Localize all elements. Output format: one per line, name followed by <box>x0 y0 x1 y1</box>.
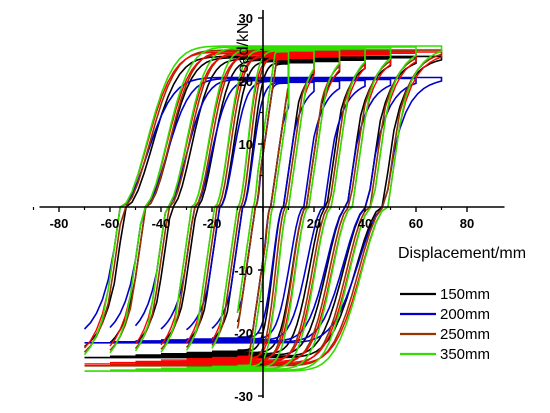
loop-350mm-40 <box>160 48 366 370</box>
y-tick-label--20: -20 <box>234 326 253 341</box>
x-tick-label--60: -60 <box>101 216 120 231</box>
y-axis-title: Load/kN <box>235 22 252 82</box>
loop-350mm-20 <box>211 50 315 368</box>
loop-350mm-60 <box>109 46 417 371</box>
y-tick-label--10: -10 <box>234 263 253 278</box>
x-tick-label--40: -40 <box>152 216 171 231</box>
legend-item-200mm: 200mm <box>400 306 490 323</box>
legend-label-200mm: 200mm <box>440 306 490 323</box>
loop-350mm-10 <box>236 50 290 367</box>
ticks-layer: -80 -60 -40 -20 20 40 60 80 -30 -20 -10 10 20 30 <box>32 11 474 404</box>
x-tick-label-60: 60 <box>409 216 423 231</box>
x-tick-label-40: 40 <box>358 216 372 231</box>
legend-label-250mm: 250mm <box>440 326 490 343</box>
loop-red-50 <box>134 53 392 363</box>
loop-200mm-60 <box>109 77 417 343</box>
legend-label-350mm: 350mm <box>440 346 490 363</box>
legend-item-150mm: 150mm <box>400 286 490 303</box>
legend-item-350mm: 350mm <box>400 346 490 363</box>
loop-350mm-30 <box>185 49 341 369</box>
y-tick-label--30: -30 <box>234 389 253 404</box>
y-tick-label-30: 30 <box>239 11 253 26</box>
loop-red-60 <box>109 52 417 364</box>
loop-350mm-70 <box>83 45 443 372</box>
x-tick-label-80: 80 <box>460 216 474 231</box>
loop-red-70 <box>83 51 443 365</box>
legend-label-150mm: 150mm <box>440 286 490 303</box>
x-axis-title: Displacement/mm <box>398 245 526 262</box>
loop-350mm-50 <box>134 47 392 370</box>
loop-200mm-30 <box>185 80 341 340</box>
legend: 150mm 200mm 250mm 350mm <box>400 286 490 363</box>
x-tick-label--80: -80 <box>50 216 69 231</box>
series-350mm <box>83 45 443 372</box>
loop-200mm-40 <box>160 79 366 341</box>
y-tick-label-20: 20 <box>239 74 253 89</box>
axes-layer <box>39 10 505 398</box>
loop-200mm-20 <box>211 81 315 339</box>
x-tick-label--20: -20 <box>203 216 222 231</box>
curves-layer <box>83 45 443 372</box>
y-tick-label-10: 10 <box>239 137 253 152</box>
x-tick-label-20: 20 <box>307 216 321 231</box>
legend-item-250mm: 250mm <box>400 326 490 343</box>
